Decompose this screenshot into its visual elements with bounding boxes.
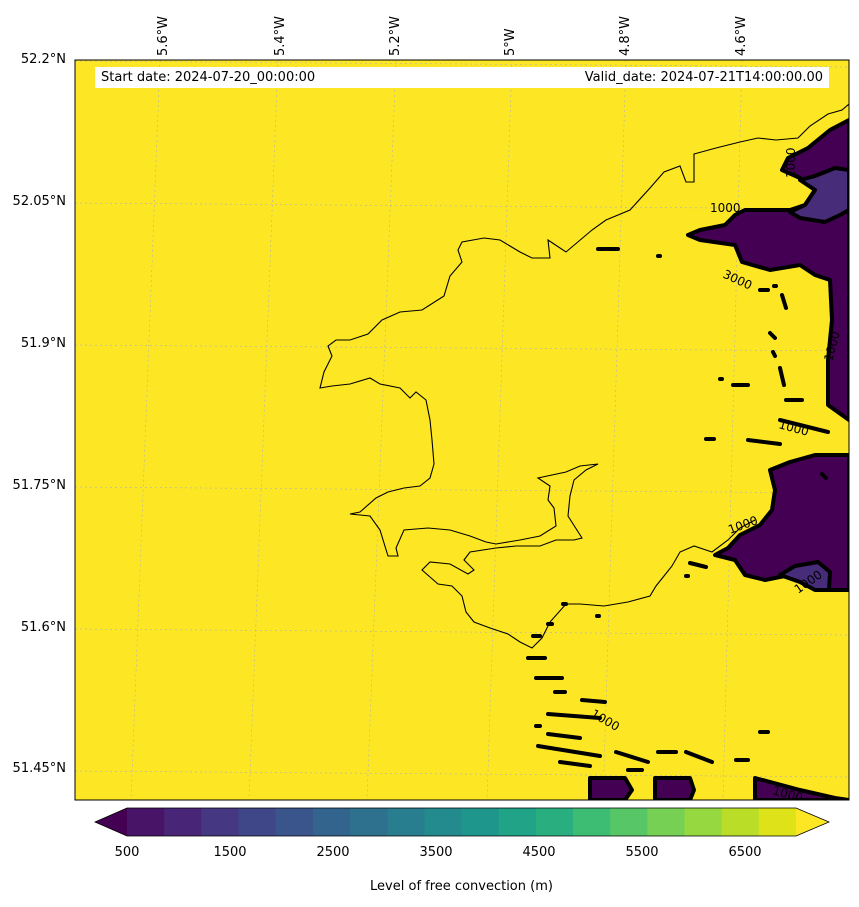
colorbar-tick: 5500 bbox=[625, 845, 659, 860]
colorbar-segment bbox=[498, 808, 537, 836]
map-frame bbox=[74, 59, 850, 801]
lat-label: 51.9°N bbox=[20, 336, 66, 351]
region-south-1 bbox=[588, 776, 634, 800]
gridlines bbox=[75, 60, 849, 800]
coastline bbox=[319, 103, 849, 649]
region-east-middle-band bbox=[778, 560, 832, 592]
lat-label: 51.45°N bbox=[12, 761, 66, 776]
colorbar-segment bbox=[201, 808, 239, 836]
colorbar-extend-high bbox=[796, 808, 829, 836]
colorbar-tick: 6500 bbox=[728, 845, 762, 860]
lat-label: 51.75°N bbox=[12, 478, 66, 493]
colorbar-segment bbox=[350, 808, 388, 836]
lat-label: 51.6°N bbox=[20, 620, 66, 635]
colorbar-segment bbox=[535, 808, 574, 836]
region-east-upper bbox=[686, 118, 849, 422]
colorbar-tick: 500 bbox=[114, 845, 140, 860]
colorbar-segment bbox=[721, 808, 760, 836]
colorbar-segment bbox=[275, 808, 314, 836]
colorbar-segment bbox=[127, 808, 165, 836]
colorbar-tick: 1500 bbox=[213, 845, 247, 860]
low-lfc-regions bbox=[588, 118, 849, 800]
colorbar-segment bbox=[238, 808, 277, 836]
start-date-text: Start date: 2024-07-20_00:00:00 bbox=[101, 70, 316, 85]
colorbar-segment bbox=[684, 808, 723, 836]
colorbar-segment bbox=[573, 808, 611, 836]
small-contours bbox=[526, 247, 830, 772]
lon-label: 5.2°W bbox=[388, 15, 403, 56]
colorbar-segment bbox=[647, 808, 685, 836]
region-south-3 bbox=[753, 776, 849, 800]
colorbar-segment bbox=[312, 808, 351, 836]
region-east-upper-band bbox=[788, 166, 849, 224]
lon-label: 5°W bbox=[503, 28, 518, 56]
colorbar-tick: 2500 bbox=[316, 845, 350, 860]
lon-label: 4.8°W bbox=[618, 15, 633, 56]
colorbar-segment bbox=[164, 808, 202, 836]
lat-label: 52.2°N bbox=[20, 52, 66, 67]
colorbar-segment bbox=[387, 808, 425, 836]
colorbar-segment bbox=[758, 808, 797, 836]
colorbar-segment bbox=[424, 808, 462, 836]
lon-label: 5.6°W bbox=[156, 15, 171, 56]
contour-label: 1000 bbox=[710, 201, 741, 215]
colorbar-extend-low bbox=[95, 808, 127, 836]
lat-label: 52.05°N bbox=[12, 194, 66, 209]
colorbar-segment bbox=[610, 808, 648, 836]
colorbar-segment bbox=[461, 808, 500, 836]
valid-date-text: Valid_date: 2024-07-21T14:00:00.00 bbox=[584, 70, 823, 85]
colorbar-label: Level of free convection (m) bbox=[370, 879, 553, 894]
colorbar-tick: 4500 bbox=[522, 845, 556, 860]
lon-label: 4.6°W bbox=[734, 15, 749, 56]
colorbar bbox=[94, 807, 831, 837]
date-info-box bbox=[95, 67, 829, 88]
colorbar-outline bbox=[94, 807, 831, 837]
region-south-2 bbox=[653, 776, 696, 800]
contour-label: 1000 bbox=[784, 147, 798, 178]
field-background bbox=[75, 60, 849, 800]
lon-label: 5.4°W bbox=[273, 15, 288, 56]
colorbar-tick: 3500 bbox=[419, 845, 453, 860]
